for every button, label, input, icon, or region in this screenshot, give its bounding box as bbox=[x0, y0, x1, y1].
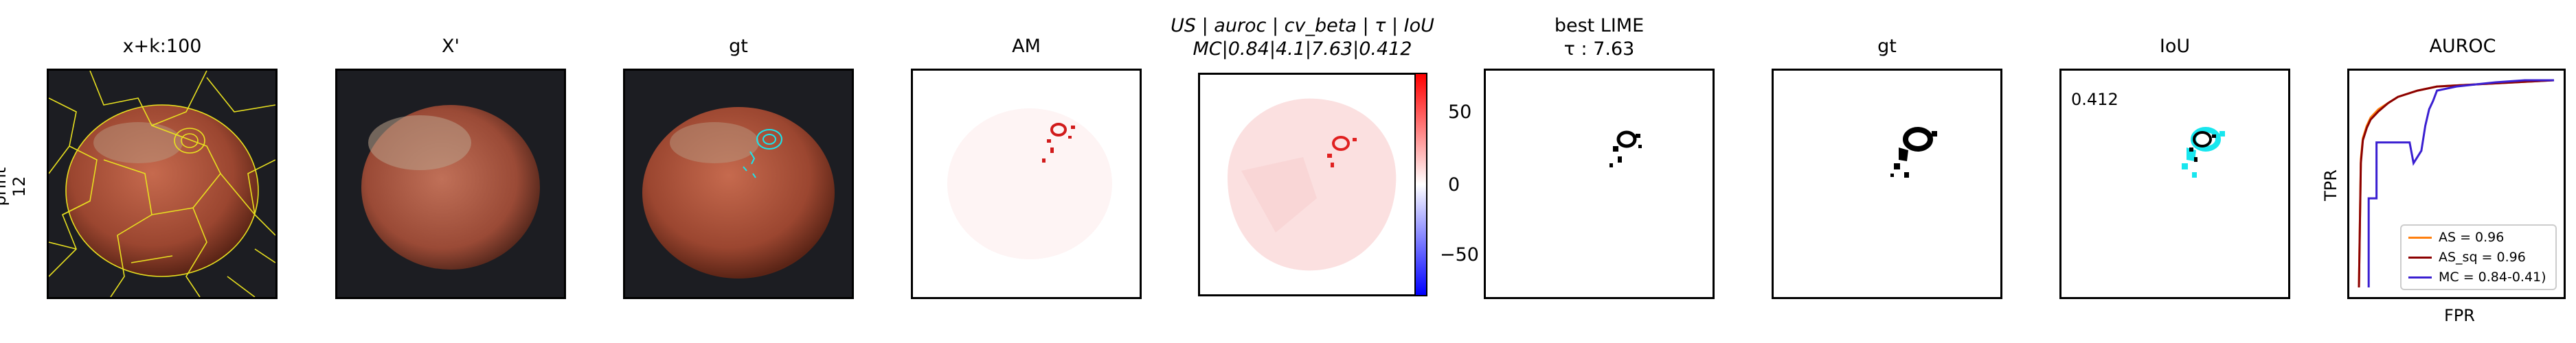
row-label-line-2: 12 bbox=[10, 176, 29, 198]
legend-swatch-mc bbox=[2408, 276, 2432, 279]
legend-entry-mc: MC = 0.84-0.41) bbox=[2408, 270, 2546, 285]
auroc-ylabel: TPR bbox=[2320, 169, 2340, 201]
panel-1-title: x+k:100 bbox=[122, 36, 202, 57]
auroc-legend: AS = 0.96 AS_sq = 0.96 MC = 0.84-0.41) bbox=[2400, 224, 2557, 290]
panel-2-title: X' bbox=[442, 36, 460, 57]
row-label-line-1: print bbox=[0, 167, 10, 206]
legend-swatch-as bbox=[2408, 237, 2432, 239]
iou-value: 0.412 bbox=[2071, 90, 2119, 109]
panel-9-title: AUROC bbox=[2429, 36, 2496, 57]
panel-3-title: gt bbox=[729, 36, 748, 57]
panel-7-title: gt bbox=[1877, 36, 1897, 57]
panel-5-uncertainty-map bbox=[1198, 73, 1422, 296]
auroc-plot-area: AS = 0.96 AS_sq = 0.96 MC = 0.84-0.41) bbox=[2347, 69, 2566, 299]
legend-label-mc: MC = 0.84-0.41) bbox=[2439, 270, 2546, 285]
row-label: print 12 bbox=[0, 159, 29, 214]
panel-4-title: AM bbox=[1012, 36, 1041, 57]
panel-5-title: US | auroc | cv_beta | τ | IoU bbox=[1171, 15, 1434, 36]
panel-5-subtitle: MC|0.84|4.1|7.63|0.412 bbox=[1193, 38, 1412, 60]
legend-swatch-as-sq bbox=[2408, 257, 2432, 259]
legend-label-as-sq: AS_sq = 0.96 bbox=[2439, 250, 2526, 265]
legend-entry-as: AS = 0.96 bbox=[2408, 230, 2504, 245]
panel-1-superpixel-image bbox=[47, 69, 278, 299]
colorbar-tick-0: 0 bbox=[1448, 174, 1460, 196]
panel-2-reconstructed-image bbox=[335, 69, 566, 299]
colorbar-tick-neg50: −50 bbox=[1440, 244, 1479, 265]
legend-label-as: AS = 0.96 bbox=[2439, 230, 2505, 245]
panel-6-lime-mask bbox=[1484, 69, 1715, 299]
panel-8-iou-overlay: 0.412 bbox=[2059, 69, 2290, 299]
legend-entry-as-sq: AS_sq = 0.96 bbox=[2408, 250, 2526, 265]
auroc-chart bbox=[2358, 79, 2555, 288]
colorbar-tick-50: 50 bbox=[1448, 102, 1472, 123]
panel-6-title: best LIME bbox=[1554, 15, 1645, 36]
roc-series-2 bbox=[2367, 79, 2554, 287]
panel-7-ground-truth-mask bbox=[1772, 69, 2002, 299]
panel-3-ground-truth-overlay bbox=[623, 69, 854, 299]
auroc-xlabel: FPR bbox=[2444, 306, 2475, 325]
panel-4-anomaly-map bbox=[911, 69, 1142, 299]
panel-8-title: IoU bbox=[2159, 36, 2191, 57]
panel-6-subtitle: τ : 7.63 bbox=[1563, 38, 1635, 60]
colorbar bbox=[1414, 73, 1427, 296]
